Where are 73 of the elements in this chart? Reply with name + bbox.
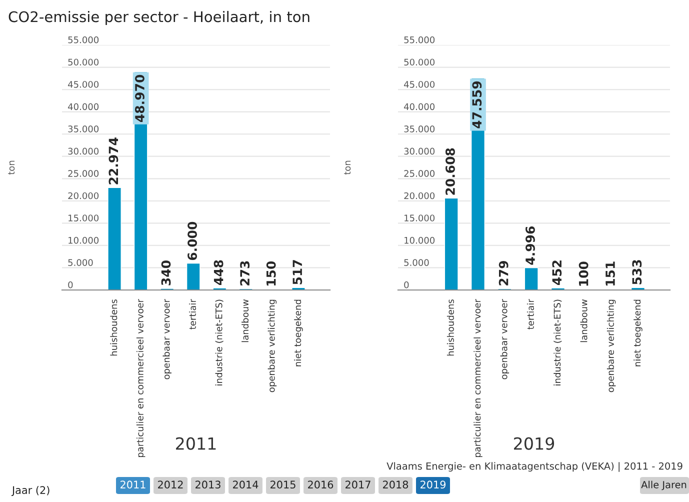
text: Alle Jaren [641, 480, 686, 490]
data-label: 6.000 [188, 222, 197, 260]
y-tick-label: 0 [68, 281, 73, 288]
y-tick-label: 35.000 [404, 126, 435, 132]
y-tick-label: 35.000 [68, 126, 99, 132]
y-tick-label: 20.000 [68, 192, 99, 200]
x-tick-label: tertiair [526, 299, 534, 330]
x-tick-label: landbouw [242, 299, 249, 342]
y-axis-title: ton [8, 160, 15, 175]
data-label: 100 [578, 262, 588, 286]
text: 2014 [233, 480, 258, 489]
x-tick-label: huishoudens [110, 299, 118, 356]
x-tick-label: openbare verlichting [606, 300, 616, 392]
data-label: 47.559 [472, 81, 482, 128]
text: 2018 [383, 480, 408, 489]
x-tick-label: particulier en commercieel vervoer [136, 299, 146, 458]
y-tick-label: 20.000 [404, 192, 435, 200]
y-axis-title: ton [344, 160, 351, 175]
text: 2016 [308, 480, 334, 489]
data-label: 22.974 [108, 138, 118, 184]
y-tick-label: 45.000 [68, 80, 99, 88]
x-tick-label: tertiair [189, 299, 196, 330]
y-tick-label: 40.000 [68, 103, 99, 110]
text: 2015 [270, 480, 296, 489]
y-tick-label: 15.000 [68, 214, 99, 222]
x-tick-label: openbare verlichting [268, 300, 277, 392]
y-tick-label: 30.000 [404, 148, 435, 155]
x-tick-label: openbaar vervoer [500, 299, 510, 380]
x-tick-label: niet toegekend [634, 300, 642, 366]
data-label: 533 [632, 260, 642, 284]
text: 2012 [158, 480, 183, 489]
data-label: 448 [214, 260, 224, 285]
y-tick-label: 55.000 [404, 36, 435, 44]
text: 2013 [196, 480, 220, 489]
y-tick-label: 15.000 [404, 214, 435, 222]
y-tick-label: 25.000 [68, 170, 99, 177]
x-tick-label: niet toegekend [294, 300, 303, 366]
data-label: 151 [606, 262, 615, 286]
text: 2017 [346, 480, 370, 489]
y-tick-label: 5.000 [68, 259, 93, 266]
data-label: 4.996 [526, 226, 535, 265]
x-tick-label: huishoudens [446, 299, 454, 356]
y-tick-label: 10.000 [404, 236, 435, 244]
text: 2011 [120, 480, 146, 489]
data-label: 517 [292, 260, 302, 284]
y-tick-label: 50.000 [68, 58, 99, 66]
y-tick-label: 45.000 [404, 80, 435, 88]
y-tick-label: 25.000 [404, 170, 435, 177]
y-tick-label: 40.000 [404, 103, 435, 110]
x-tick-label: openbaar vervoer [162, 299, 172, 380]
y-tick-label: 5.000 [404, 259, 429, 266]
text: Vlaams Energie- en Klimaatagentschap (VEKA) | 2011 - 2019 [386, 462, 682, 472]
y-tick-label: 55.000 [68, 36, 99, 44]
text: 2019 [420, 480, 446, 489]
x-axis-title: 2011 [176, 437, 216, 450]
chart-title: CO2-emissie per sector - Hoeilaart, in ton [8, 10, 310, 26]
data-label: 273 [240, 261, 250, 286]
data-label: 340 [161, 260, 171, 286]
data-label: 452 [552, 260, 562, 285]
x-axis-title: 2019 [514, 437, 554, 450]
x-tick-label: industrie (niet-ETS) [215, 300, 224, 386]
y-tick-label: 50.000 [404, 58, 435, 66]
x-tick-label: particulier en commercieel vervoer [474, 299, 482, 458]
data-label: 48.970 [134, 74, 144, 122]
y-tick-label: 10.000 [68, 236, 99, 244]
x-tick-label: landbouw [580, 299, 588, 342]
text: Jaar (2) [11, 486, 50, 496]
x-tick-label: industrie (niet-ETS) [554, 300, 562, 386]
y-tick-label: 30.000 [68, 148, 99, 155]
data-label: 279 [498, 261, 508, 286]
y-tick-label: 0 [404, 281, 409, 288]
data-label: 150 [266, 261, 276, 286]
data-label: 20.608 [446, 148, 455, 195]
